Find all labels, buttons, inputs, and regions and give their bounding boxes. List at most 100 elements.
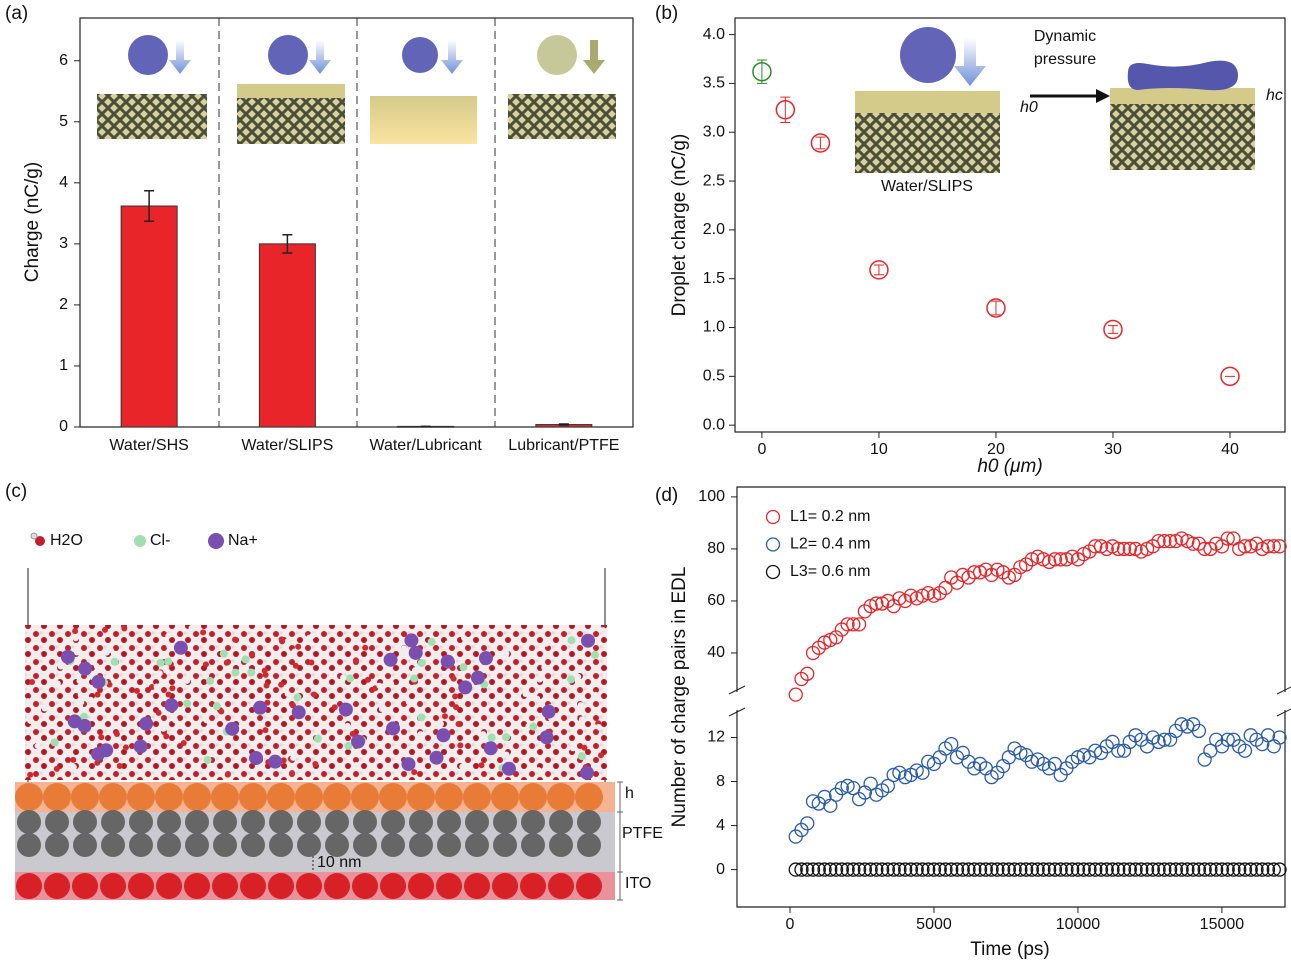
- na-ion: [249, 751, 263, 765]
- y-tick-label: 2.5: [703, 172, 725, 189]
- water-molecule: [166, 691, 172, 697]
- cl-ion: [567, 675, 575, 683]
- y-axis-title: Number of charge pairs in EDL: [669, 567, 690, 828]
- cl-ion: [111, 658, 119, 666]
- point: [1198, 753, 1211, 766]
- atom: [73, 810, 97, 834]
- water-molecule: [188, 625, 194, 631]
- water-molecule: [332, 704, 338, 710]
- water-molecule: [166, 643, 172, 649]
- water-molecule: [293, 663, 299, 669]
- x-tick-label: 15000: [1200, 916, 1245, 933]
- annotation: pressure: [1034, 51, 1096, 68]
- water-molecule: [156, 710, 162, 716]
- x-tick-label: 0: [757, 441, 766, 458]
- water-molecule: [184, 678, 190, 684]
- y-tick-label: 0: [59, 418, 68, 435]
- error-bar: [815, 137, 825, 149]
- na-ion: [174, 641, 188, 655]
- point: [807, 646, 820, 659]
- atom: [463, 783, 491, 811]
- atom: [351, 783, 379, 811]
- y-tick-label: 80: [707, 540, 725, 557]
- water-molecule: [295, 644, 301, 650]
- point: [945, 571, 958, 584]
- na-ion: [401, 757, 415, 771]
- cl-ion: [213, 702, 221, 710]
- x-tick-label: Water/SHS: [109, 437, 188, 454]
- x-tick-label: 10: [870, 441, 888, 458]
- atom: [241, 810, 265, 834]
- annotation: Dynamic: [1034, 28, 1096, 45]
- water-molecule: [123, 744, 129, 750]
- water-molecule: [575, 674, 581, 680]
- water-molecule: [278, 682, 284, 688]
- surface-icon: [1110, 88, 1255, 104]
- point: [1273, 731, 1286, 744]
- cl-ion: [183, 699, 191, 707]
- atom: [156, 873, 182, 899]
- water-molecule: [290, 755, 296, 761]
- bar: [121, 206, 177, 427]
- point: [1164, 733, 1177, 746]
- water-molecule: [451, 676, 457, 682]
- panel-label: (d): [655, 485, 678, 506]
- water-molecule: [54, 766, 60, 772]
- water-molecule: [27, 718, 33, 724]
- panel-b-insets: [735, 18, 1285, 432]
- water-molecule: [329, 672, 335, 678]
- atom: [183, 783, 211, 811]
- y-tick-label: 1.5: [703, 270, 725, 287]
- na-ion: [78, 662, 92, 676]
- water-molecule: [42, 706, 48, 712]
- water-molecule: [200, 629, 206, 635]
- bar: [259, 244, 315, 427]
- water-molecule: [480, 731, 486, 737]
- cl-ion: [206, 677, 214, 685]
- na-ion: [502, 762, 516, 776]
- atom: [16, 873, 42, 899]
- water-molecule: [95, 692, 101, 698]
- surface-icon: [97, 94, 207, 139]
- droplet-icon: [900, 27, 956, 83]
- na-ion: [91, 675, 105, 689]
- water-molecule: [163, 733, 169, 739]
- water-molecule: [457, 742, 463, 748]
- water-molecule: [74, 649, 80, 655]
- y-tick-label: 1: [59, 357, 68, 374]
- x-tick-label: Water/Lubricant: [369, 437, 482, 454]
- water-molecule: [114, 731, 120, 737]
- atom: [521, 810, 545, 834]
- na-ion: [139, 717, 153, 731]
- y-axis-title: Charge (nC/g): [22, 162, 43, 282]
- droplet-icon: [268, 35, 308, 75]
- y-tick-label: 40: [707, 644, 725, 661]
- y-tick-label: 100: [698, 488, 725, 505]
- point: [858, 605, 871, 618]
- panel-c-image: [15, 533, 623, 900]
- water-molecule: [581, 745, 587, 751]
- atom: [129, 810, 153, 834]
- point: [1106, 735, 1119, 748]
- x-tick-label: Lubricant/PTFE: [508, 437, 619, 454]
- arrow-icon: [169, 40, 191, 74]
- water-molecule: [78, 692, 84, 698]
- point: [939, 742, 952, 755]
- water-molecule: [307, 709, 313, 715]
- point: [1054, 553, 1067, 566]
- point: [847, 618, 860, 631]
- point: [1118, 744, 1131, 757]
- atom: [269, 833, 293, 857]
- na-ion: [436, 728, 450, 742]
- water-molecule: [279, 636, 285, 642]
- atom: [127, 783, 155, 811]
- water-molecule: [75, 657, 81, 663]
- atom: [437, 810, 461, 834]
- na-ion: [225, 722, 239, 736]
- water-molecule: [340, 675, 346, 681]
- atom: [491, 783, 519, 811]
- water-molecule: [203, 717, 209, 723]
- cl-ion: [346, 674, 354, 682]
- error-bar: [559, 424, 569, 425]
- water-molecule: [262, 727, 268, 733]
